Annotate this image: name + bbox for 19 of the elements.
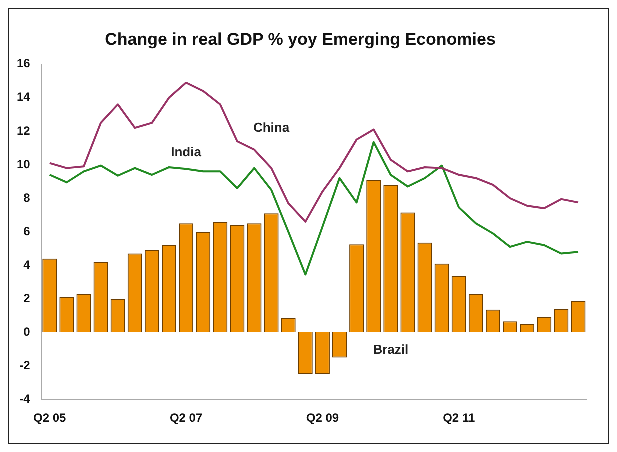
x-tick-label: Q2 07 [170, 411, 203, 426]
y-tick-label: 0 [24, 324, 31, 339]
y-tick-label: 10 [16, 157, 31, 172]
y-tick-label: 12 [16, 124, 31, 138]
y-tick-label: 6 [24, 224, 31, 238]
x-tick-label: Q2 05 [34, 411, 67, 426]
series-label: Brazil [373, 342, 409, 358]
y-tick-label: 8 [24, 190, 31, 205]
series-label: India [171, 144, 202, 160]
x-tick-label: Q2 09 [306, 411, 340, 426]
x-tick-label: Q2 11 [443, 411, 476, 426]
y-tick-label: 4 [24, 258, 31, 272]
series-label: China [253, 120, 290, 135]
y-tick-label: 14 [16, 90, 31, 104]
y-tick-label: -2 [20, 358, 31, 372]
chart-title: Change in real GDP % yoy Emerging Economies [105, 30, 496, 49]
y-tick-label: 2 [24, 291, 31, 306]
y-tick-label: -4 [20, 392, 31, 406]
y-tick-label: 16 [16, 56, 31, 71]
